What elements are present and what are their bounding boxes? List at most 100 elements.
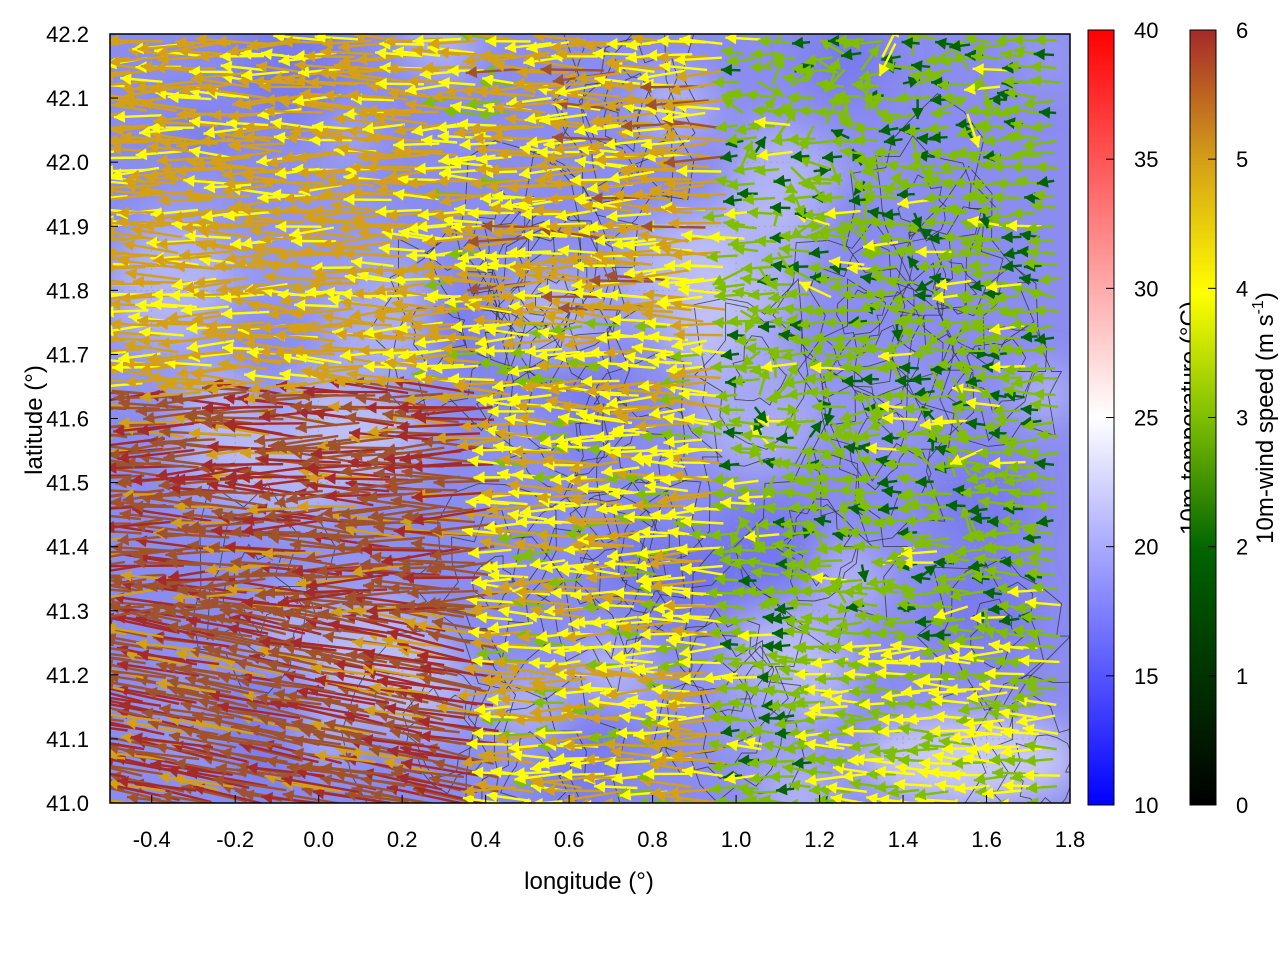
wind-arrow-head — [1026, 781, 1038, 794]
contour-line — [580, 481, 687, 615]
wind-arrow-head — [132, 275, 144, 288]
wind-arrow-head — [411, 490, 423, 503]
wind-arrow-shaft — [376, 679, 461, 692]
wind-arrow-head — [553, 330, 565, 343]
wind-arrow-head — [960, 486, 972, 499]
wind-arrow-head — [303, 571, 315, 584]
wind-arrow-head — [774, 727, 787, 740]
wind-arrow-head — [89, 503, 100, 515]
wind-arrow-shaft — [361, 737, 440, 750]
wind-arrow-head — [371, 329, 383, 342]
wind-arrow-head — [564, 630, 577, 643]
wind-arrow-head — [201, 458, 213, 471]
wind-arrow-head — [662, 412, 675, 425]
wind-arrow-head — [683, 413, 696, 426]
wind-arrow-head — [976, 446, 988, 459]
wind-arrow-head — [789, 424, 802, 436]
wind-arrow-head — [328, 294, 340, 307]
wind-arrow-head — [742, 786, 754, 799]
wind-arrow-head — [663, 599, 675, 612]
wind-arrow-head — [828, 641, 841, 654]
wind-arrow-head — [935, 804, 947, 816]
wind-arrow-head — [1003, 474, 1016, 487]
wind-arrow-head — [159, 703, 171, 716]
wind-arrow-head — [310, 719, 323, 732]
wind-arrow-head — [598, 599, 610, 612]
wind-arrow-head — [817, 613, 829, 626]
wind-arrow-shaft — [47, 450, 107, 458]
wind-arrow-head — [473, 314, 485, 327]
wind-arrow-head — [841, 769, 854, 782]
wind-arrow-head — [367, 456, 379, 469]
wind-arrow-head — [391, 764, 404, 777]
wind-arrow-head — [165, 377, 177, 390]
wind-arrow-head — [640, 716, 652, 728]
wind-arrow-head — [897, 472, 909, 485]
wind-arrow-head — [919, 673, 931, 686]
wind-arrow-head — [1028, 288, 1040, 300]
wind-arrow-head — [565, 513, 577, 526]
wind-arrow-head — [671, 470, 684, 483]
wind-arrow-head — [885, 276, 897, 289]
wind-arrow-head — [80, 456, 91, 468]
wind-arrow-head — [294, 299, 306, 312]
wind-arrow-head — [750, 725, 763, 737]
wind-arrow-head — [143, 411, 155, 424]
wind-arrow-head — [71, 695, 83, 707]
wind-arrow-head — [841, 640, 853, 653]
wind-arrow-head — [949, 798, 958, 803]
wind-arrow-head — [707, 739, 720, 751]
wind-arrow-head — [723, 426, 735, 439]
wind-arrow-head — [417, 650, 429, 663]
wind-arrow-shaft — [251, 533, 323, 539]
wind-arrow-head — [825, 782, 838, 794]
wind-arrow-head — [407, 702, 420, 715]
wind-arrow-head — [823, 413, 835, 426]
wind-arrow-head — [79, 689, 91, 701]
wind-arrow-head — [441, 343, 453, 356]
contour-line — [885, 165, 1035, 381]
wind-arrow-head — [906, 744, 919, 757]
wind-arrow-head — [244, 369, 256, 382]
wind-arrow-head — [158, 337, 171, 349]
wind-arrow-head — [857, 333, 869, 346]
wind-arrow-head — [1036, 515, 1049, 528]
wind-arrow-head — [956, 668, 969, 680]
wind-arrow-head — [226, 643, 239, 656]
wind-arrow-head — [496, 531, 509, 544]
wind-arrow-head — [127, 792, 139, 803]
wind-arrow-head — [558, 412, 570, 425]
wind-arrow-head — [948, 651, 960, 664]
wind-arrow-shaft — [392, 379, 475, 395]
wind-arrow-head — [207, 440, 219, 453]
wind-arrow-head — [192, 312, 204, 325]
wind-arrow-head — [933, 710, 945, 723]
wind-arrow-head — [798, 335, 810, 348]
wind-arrow-head — [728, 416, 741, 428]
wind-arrow-head — [49, 698, 61, 710]
wind-arrow-head — [32, 576, 44, 588]
wind-arrow-head — [782, 762, 795, 775]
wind-arrow-head — [709, 782, 722, 795]
wind-arrow-head — [514, 594, 527, 607]
wind-arrow-shaft — [110, 766, 143, 777]
wind-arrow-head — [581, 375, 593, 388]
wind-arrow-head — [972, 334, 985, 347]
wind-arrow-head — [246, 503, 258, 516]
wind-arrow-head — [634, 488, 646, 501]
wind-arrow-head — [662, 456, 674, 469]
wind-arrow-head — [110, 461, 117, 474]
wind-arrow-head — [984, 287, 996, 300]
wind-arrow-shaft — [320, 777, 395, 793]
wind-arrow-head — [391, 298, 404, 311]
wind-arrow-head — [64, 638, 76, 650]
wind-arrow-head — [571, 279, 583, 291]
wind-arrow-head — [339, 349, 352, 362]
wind-arrow-head — [624, 351, 636, 364]
wind-arrow-head — [924, 565, 937, 577]
wind-arrow-head — [934, 779, 947, 792]
wind-arrow-head — [419, 730, 431, 743]
wind-arrow-head — [367, 425, 379, 437]
wind-arrow-head — [650, 579, 663, 592]
wind-arrow-shaft — [212, 777, 287, 792]
